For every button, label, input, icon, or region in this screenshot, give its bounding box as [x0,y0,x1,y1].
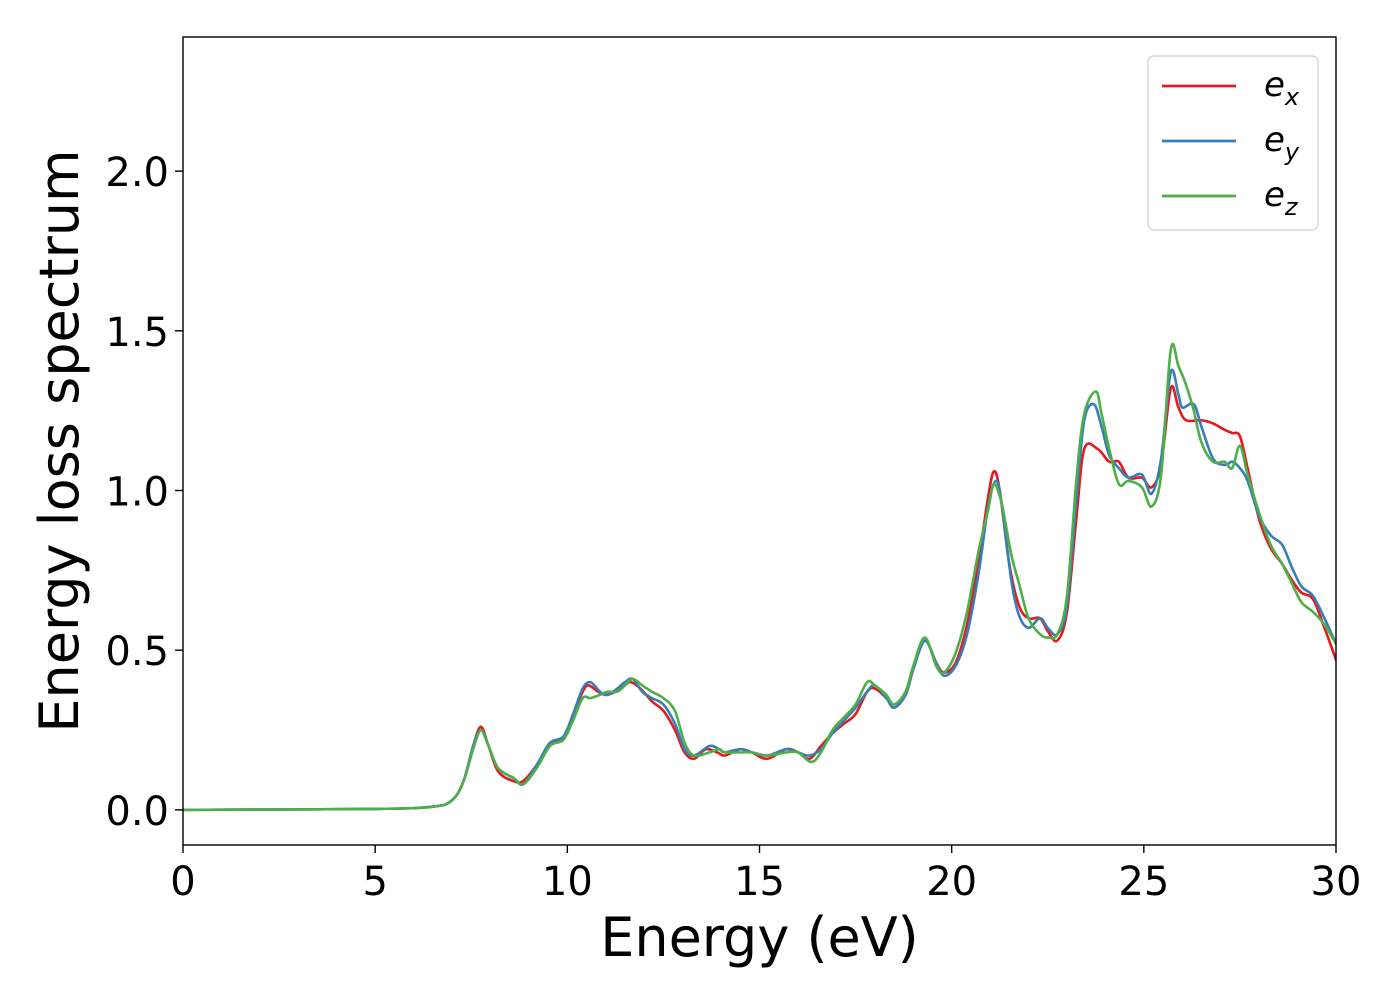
y-tick-label: 1.5 [105,310,169,356]
legend-label-x: ex [1264,65,1300,111]
legend-label-z: ez [1264,175,1299,221]
x-tick-label: 15 [734,859,785,905]
x-tick-label: 0 [170,859,195,905]
y-tick-label: 0.0 [105,789,169,835]
series-layer [183,342,1336,812]
y-axis-label: Energy loss spectrum [28,149,91,732]
x-tick-label: 30 [1311,859,1362,905]
y-axis: 0.0 0.5 1.0 1.5 2.0 [105,150,183,835]
x-tick-label: 10 [542,859,593,905]
series-line-z [183,342,1336,812]
y-tick-label: 2.0 [105,150,169,196]
x-axis: 0 5 10 15 20 25 30 [170,845,1361,905]
y-tick-label: 1.0 [105,470,169,516]
x-tick-label: 25 [1118,859,1169,905]
series-line-y [183,368,1336,812]
x-tick-label: 5 [362,859,387,905]
legend-label-y: ey [1264,120,1300,166]
legend: ex ey ez [1147,55,1319,231]
legend-box [1147,55,1319,231]
y-tick-label: 0.5 [105,629,169,675]
x-axis-label: Energy (eV) [600,906,919,969]
x-tick-label: 20 [926,859,977,905]
